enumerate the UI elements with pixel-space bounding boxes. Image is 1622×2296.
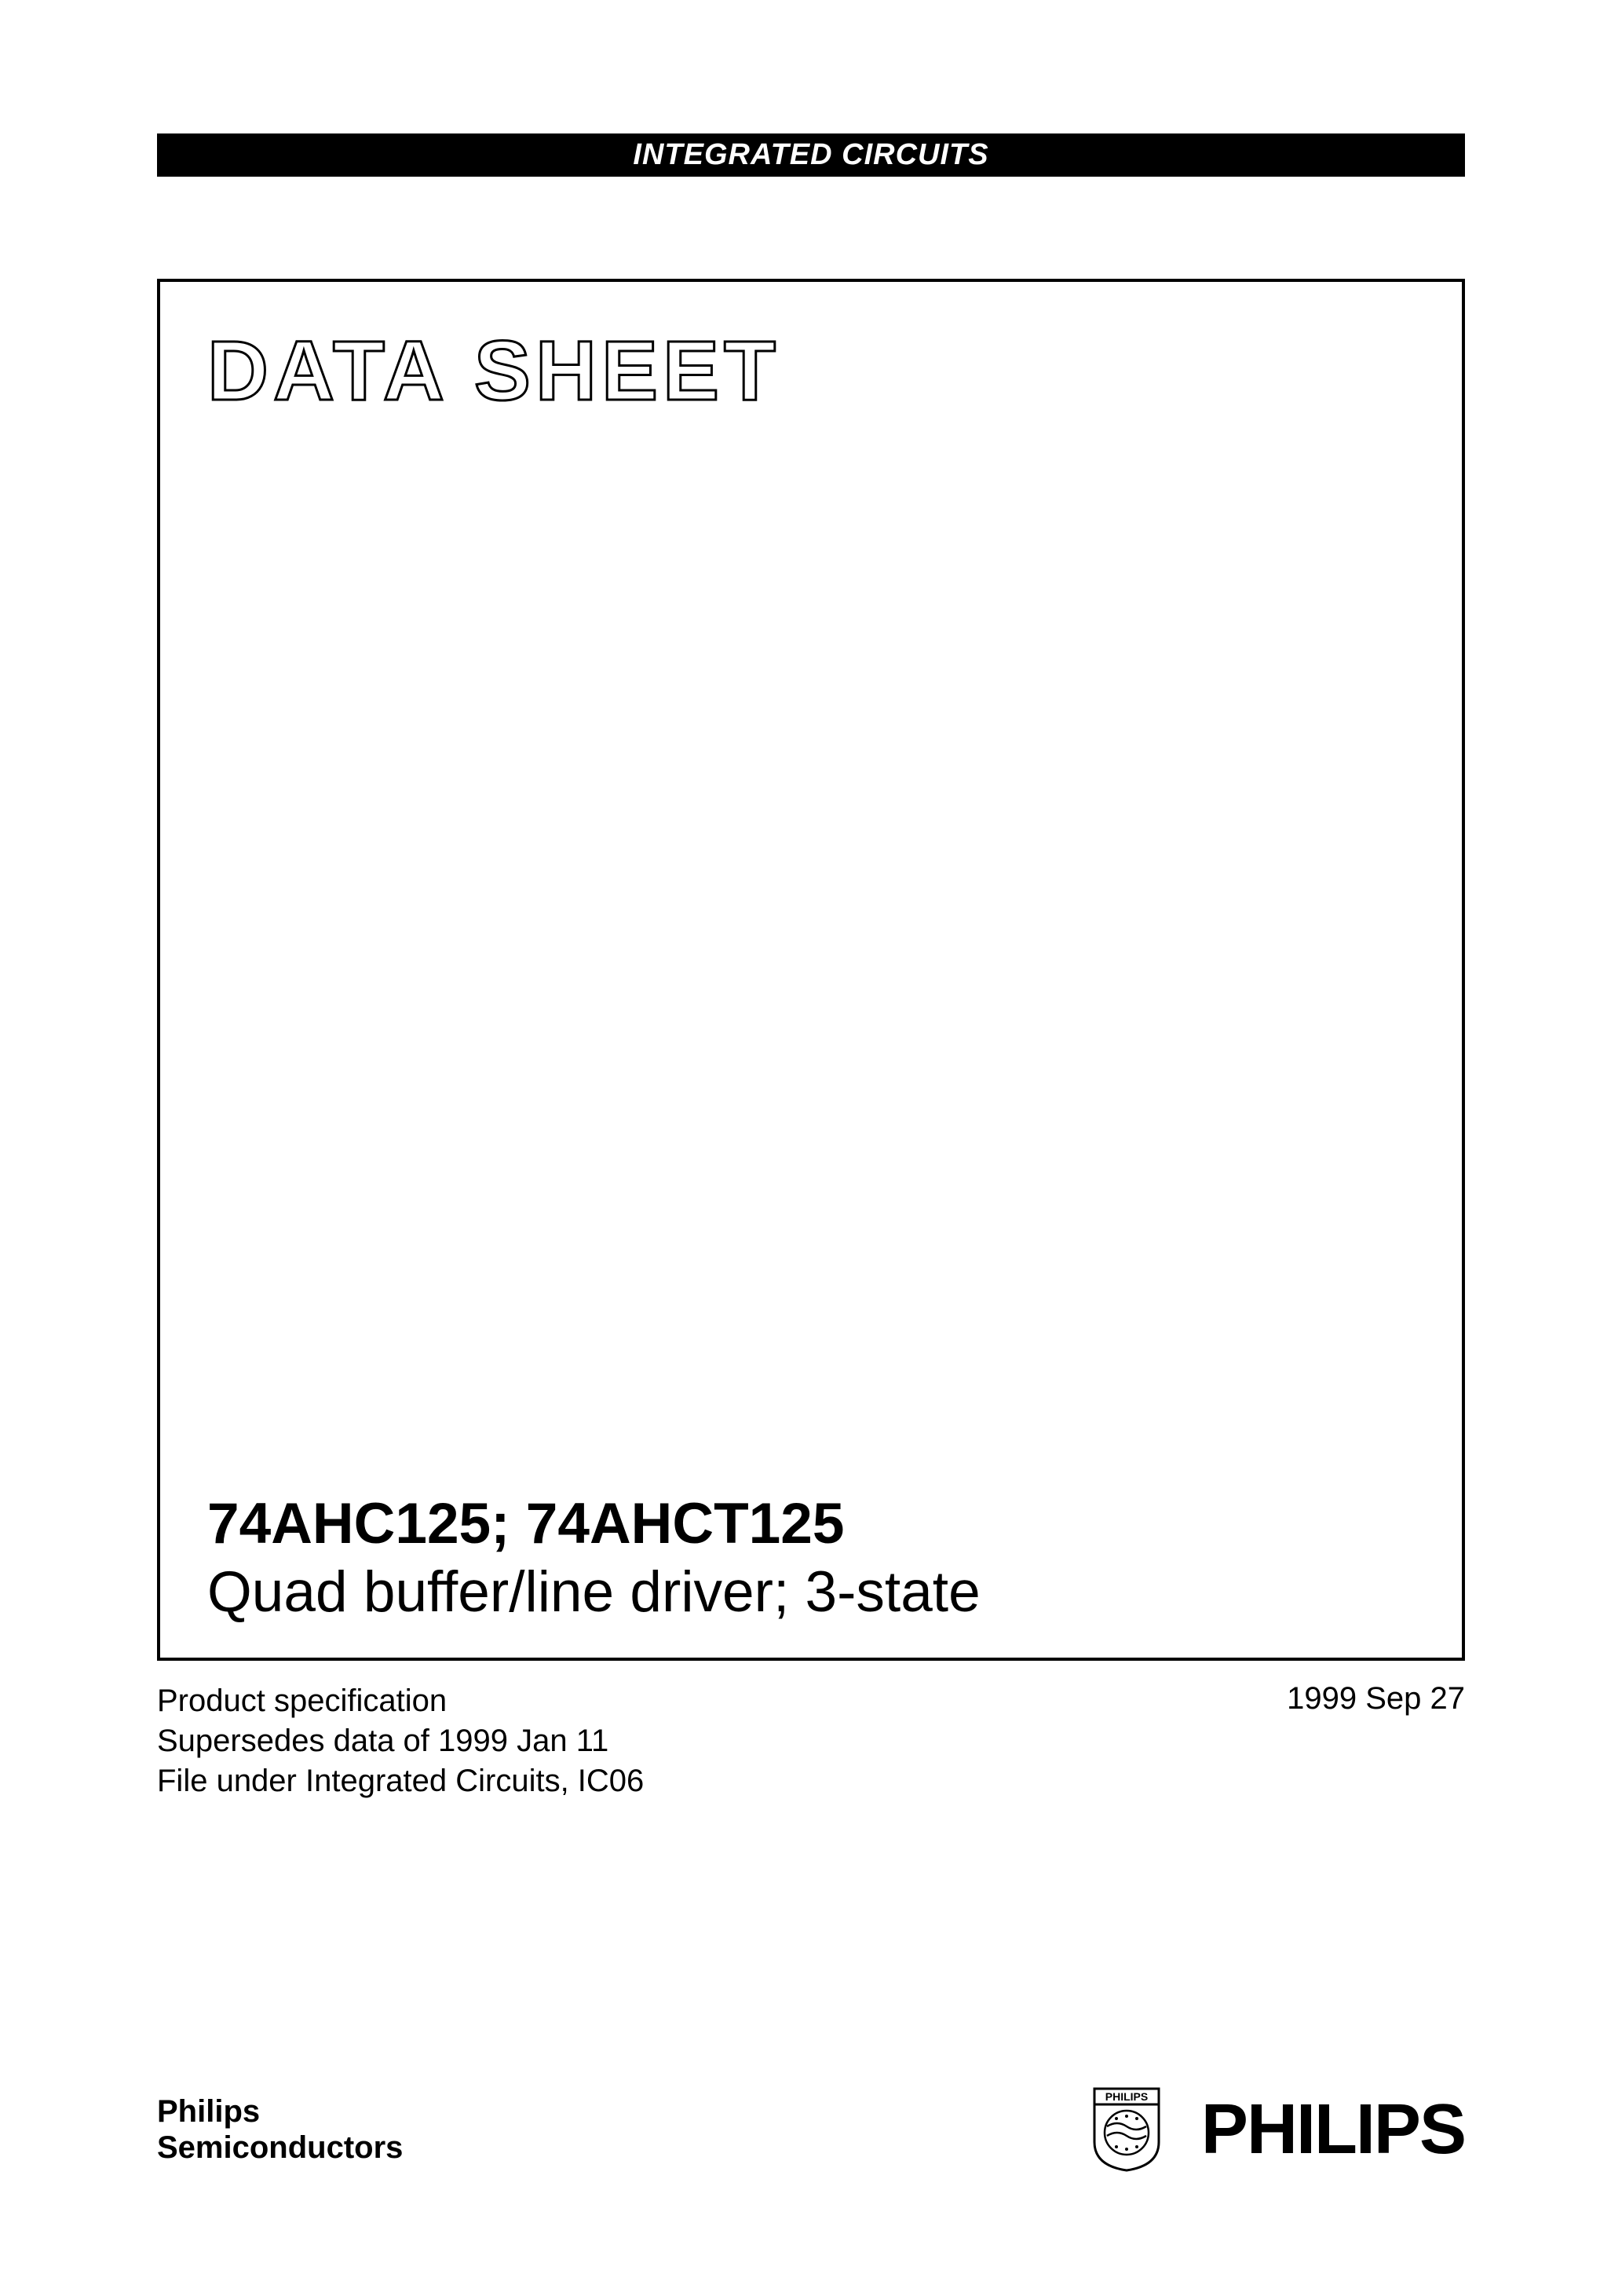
page-container: INTEGRATED CIRCUITS DATA SHEET 74AHC125;… bbox=[157, 133, 1465, 1802]
footer-logos: PHILIPS PHILIPS bbox=[1091, 2087, 1465, 2172]
meta-right: 1999 Sep 27 bbox=[1287, 1681, 1465, 1717]
product-block: 74AHC125; 74AHCT125 Quad buffer/line dri… bbox=[207, 1491, 1415, 1625]
banner-text: INTEGRATED CIRCUITS bbox=[633, 138, 988, 171]
main-content-box: DATA SHEET 74AHC125; 74AHCT125 Quad buff… bbox=[157, 279, 1465, 1661]
publication-date: 1999 Sep 27 bbox=[1287, 1681, 1465, 1716]
page-footer: Philips Semiconductors PHILIPS PHILIPS bbox=[157, 2087, 1465, 2172]
datasheet-heading: DATA SHEET bbox=[207, 321, 1415, 419]
spec-type: Product specification bbox=[157, 1681, 644, 1721]
meta-row: Product specification Supersedes data of… bbox=[157, 1681, 1465, 1802]
footer-company: Philips Semiconductors bbox=[157, 2093, 403, 2166]
file-info: File under Integrated Circuits, IC06 bbox=[157, 1761, 644, 1801]
category-banner: INTEGRATED CIRCUITS bbox=[157, 133, 1465, 177]
philips-shield-icon: PHILIPS bbox=[1091, 2087, 1162, 2172]
shield-label-text: PHILIPS bbox=[1105, 2090, 1148, 2103]
company-name-line2: Semiconductors bbox=[157, 2130, 403, 2166]
company-name-line1: Philips bbox=[157, 2093, 403, 2130]
philips-wordmark: PHILIPS bbox=[1201, 2089, 1465, 2170]
supersedes-info: Supersedes data of 1999 Jan 11 bbox=[157, 1721, 644, 1761]
part-description: Quad buffer/line driver; 3-state bbox=[207, 1559, 1415, 1625]
part-number: 74AHC125; 74AHCT125 bbox=[207, 1491, 1415, 1556]
meta-left: Product specification Supersedes data of… bbox=[157, 1681, 644, 1802]
heading-text: DATA SHEET bbox=[207, 323, 780, 418]
